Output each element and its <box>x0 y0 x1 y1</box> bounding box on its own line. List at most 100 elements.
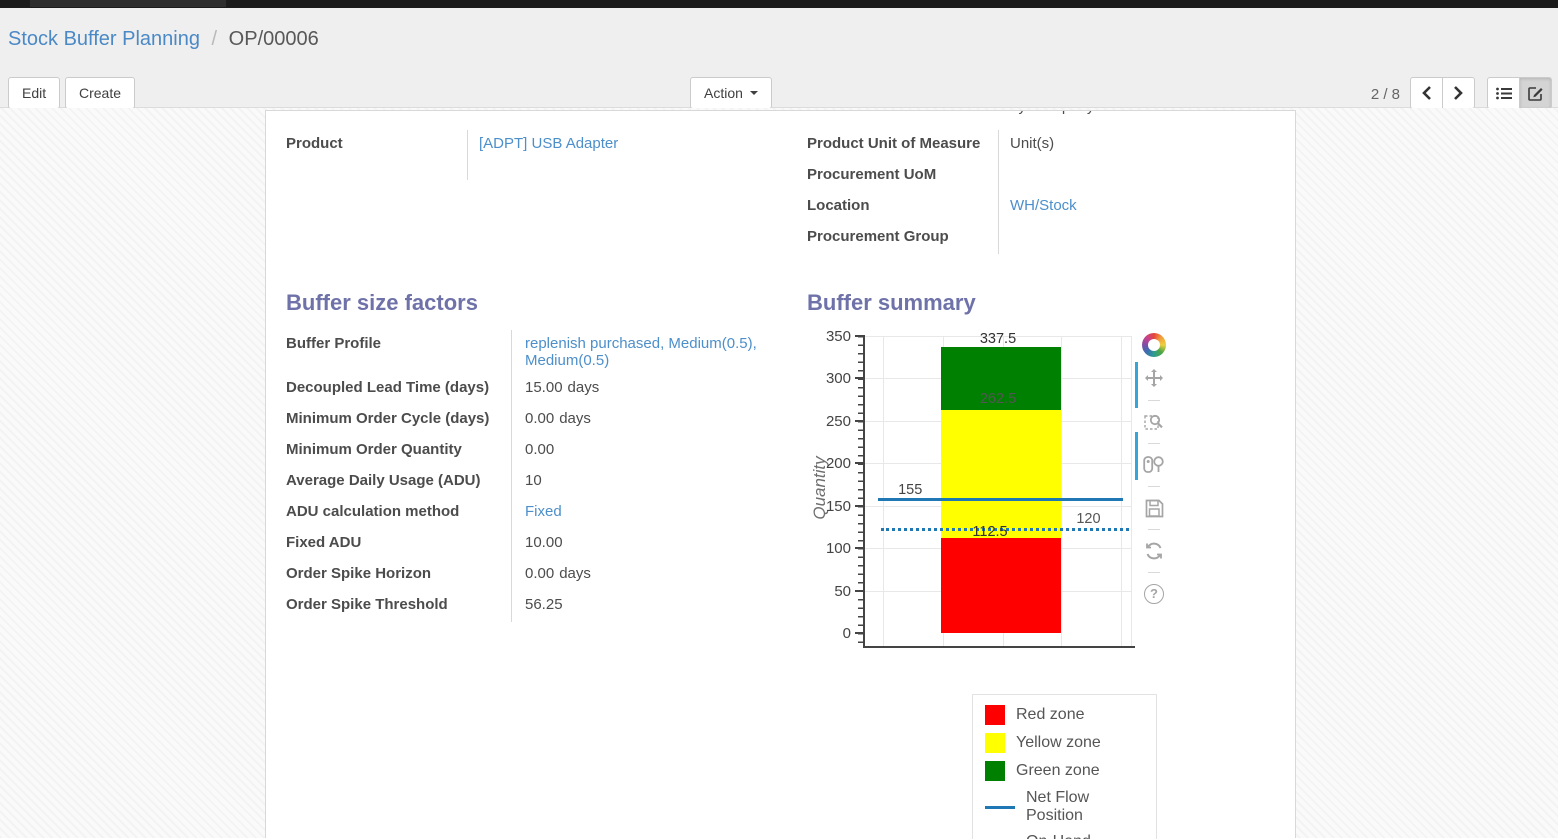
field-row-product: Product [ADPT] USB Adapter <box>286 130 789 180</box>
spike-threshold-value: 56.25 <box>511 591 761 622</box>
buffer-profile-link[interactable]: replenish purchased, Medium(0.5), Medium… <box>525 335 757 369</box>
breadcrumb: Stock Buffer Planning / OP/00006 <box>8 28 319 51</box>
pager-next-button[interactable] <box>1442 77 1475 109</box>
field-row-moq: Minimum Order Quantity 0.00 <box>286 436 789 467</box>
buffer-factors-heading: Buffer size factors <box>286 290 478 315</box>
product-link[interactable]: [ADPT] USB Adapter <box>479 135 619 152</box>
moq-value: 0.00 <box>511 436 761 467</box>
buffer-factors-section: Buffer size factors Buffer Profile reple… <box>286 254 789 839</box>
chart-annotation: 262.5 <box>979 391 1017 408</box>
legend-label: Yellow zone <box>1016 734 1101 751</box>
field-row-adu: Average Daily Usage (ADU) 10 <box>286 467 789 498</box>
moc-unit: days <box>559 410 591 427</box>
adu-label: Average Daily Usage (ADU) <box>286 472 481 489</box>
chevron-down-icon <box>749 91 758 95</box>
breadcrumb-parent-link[interactable]: Stock Buffer Planning <box>8 28 200 50</box>
dlt-unit: days <box>567 379 600 396</box>
y-tick-label: 0 <box>842 625 851 642</box>
uom-value: Unit(s) <box>998 130 1275 161</box>
green-zone-swatch <box>985 761 1005 781</box>
form-sheet: My Company Product [ADPT] USB Adapter Pr… <box>265 110 1296 839</box>
chevron-left-icon <box>1422 86 1431 100</box>
field-row-location: Location WH/Stock <box>807 192 1275 223</box>
spike-horizon-unit: days <box>559 565 591 582</box>
dlt-value: 15.00 <box>525 379 563 396</box>
chart-annotation: 155 <box>898 482 923 499</box>
breadcrumb-separator: / <box>211 28 218 50</box>
action-label: Action <box>704 85 743 101</box>
list-view-button[interactable] <box>1487 77 1520 109</box>
pager-counter: 2 / 8 <box>1370 86 1400 103</box>
legend-label: Red zone <box>1016 706 1085 723</box>
yellow-zone-swatch <box>985 733 1005 753</box>
field-row-adu-method: ADU calculation method Fixed <box>286 498 789 529</box>
spike-horizon-value-cell: 0.00 days <box>511 560 761 591</box>
top-nav-segment <box>30 0 226 7</box>
legend-item-net-flow[interactable]: Net Flow Position <box>985 789 1144 825</box>
field-row-procurement-uom: Procurement UoM <box>807 161 1275 192</box>
pager-previous-button[interactable] <box>1410 77 1443 109</box>
product-value-cell: [ADPT] USB Adapter <box>467 130 789 180</box>
form-view-button[interactable] <box>1519 77 1552 109</box>
field-row-uom: Product Unit of Measure Unit(s) <box>807 130 1275 161</box>
fixed-adu-value: 10.00 <box>511 529 761 560</box>
legend-item-red-zone[interactable]: Red zone <box>985 705 1144 725</box>
chart-annotation: 337.5 <box>979 330 1017 347</box>
compare-hover-icon[interactable] <box>1141 452 1167 478</box>
red-zone <box>941 537 1061 633</box>
save-icon[interactable] <box>1141 495 1167 521</box>
company-field-clipped: My Company <box>286 111 1275 118</box>
chart-legend: Red zone Yellow zone Green zone Net Flow… <box>972 694 1157 839</box>
uom-label: Product Unit of Measure <box>807 135 981 152</box>
buffer-profile-value-cell: replenish purchased, Medium(0.5), Medium… <box>511 330 761 374</box>
procurement-group-value <box>998 223 1275 254</box>
chart-plot-area[interactable]: 0 50 100 150 200 250 300 350 337.5 262.5 112.5 155 1… <box>826 328 1135 648</box>
reset-axes-icon[interactable] <box>1141 538 1167 564</box>
location-label: Location <box>807 197 870 214</box>
legend-label: On-Hand Position <box>1026 833 1144 839</box>
dlt-label: Decoupled Lead Time (days) <box>286 379 490 396</box>
procurement-uom-label: Procurement UoM <box>807 166 937 183</box>
legend-item-yellow-zone[interactable]: Yellow zone <box>985 733 1144 753</box>
modebar-separator <box>1148 529 1160 530</box>
pager-nav <box>1410 77 1475 109</box>
legend-item-green-zone[interactable]: Green zone <box>985 761 1144 781</box>
adu-method-value-cell: Fixed <box>511 498 761 529</box>
action-dropdown-button[interactable]: Action <box>690 77 772 109</box>
plotly-logo-icon[interactable] <box>1141 332 1167 358</box>
form-background: My Company Product [ADPT] USB Adapter Pr… <box>0 108 1558 839</box>
create-button[interactable]: Create <box>65 77 136 109</box>
procurement-uom-value <box>998 161 1275 192</box>
adu-method-link[interactable]: Fixed <box>525 503 562 520</box>
modebar-separator <box>1148 400 1160 401</box>
help-icon[interactable]: ? <box>1141 581 1167 607</box>
top-nav-bar <box>0 0 1558 8</box>
location-link[interactable]: WH/Stock <box>1010 197 1077 214</box>
bottom-group: Buffer size factors Buffer Profile reple… <box>286 254 1275 839</box>
fixed-adu-label: Fixed ADU <box>286 534 362 551</box>
procurement-group-label: Procurement Group <box>807 228 949 245</box>
legend-label: Green zone <box>1016 762 1100 779</box>
buffer-summary-heading: Buffer summary <box>807 290 976 315</box>
field-row-dlt: Decoupled Lead Time (days) 15.00 days <box>286 374 789 405</box>
top-field-group-left: Product [ADPT] USB Adapter <box>286 130 789 254</box>
green-zone <box>941 346 1061 411</box>
edit-button[interactable]: Edit <box>8 77 61 109</box>
y-tick-label: 300 <box>825 370 851 388</box>
buffer-summary-section: Buffer summary Quantity 0 50 100 150 200 250 3… <box>789 254 1275 839</box>
yellow-zone <box>941 410 1061 538</box>
y-tick-label: 50 <box>834 582 851 600</box>
y-tick-label: 150 <box>825 497 851 515</box>
legend-label: Net Flow Position <box>1026 789 1090 824</box>
moc-value: 0.00 <box>525 410 555 427</box>
net-flow-line-swatch <box>985 805 1015 809</box>
edit-form-icon <box>1528 86 1543 101</box>
zoom-icon[interactable] <box>1141 409 1167 435</box>
on-hand-position-line <box>881 528 1129 532</box>
moc-value-cell: 0.00 days <box>511 405 761 436</box>
x-axis-line <box>863 646 1135 648</box>
adu-value: 10 <box>511 467 761 498</box>
legend-item-on-hand[interactable]: On-Hand Position <box>985 833 1144 839</box>
pan-icon[interactable] <box>1141 366 1167 392</box>
modebar-separator <box>1148 443 1160 444</box>
